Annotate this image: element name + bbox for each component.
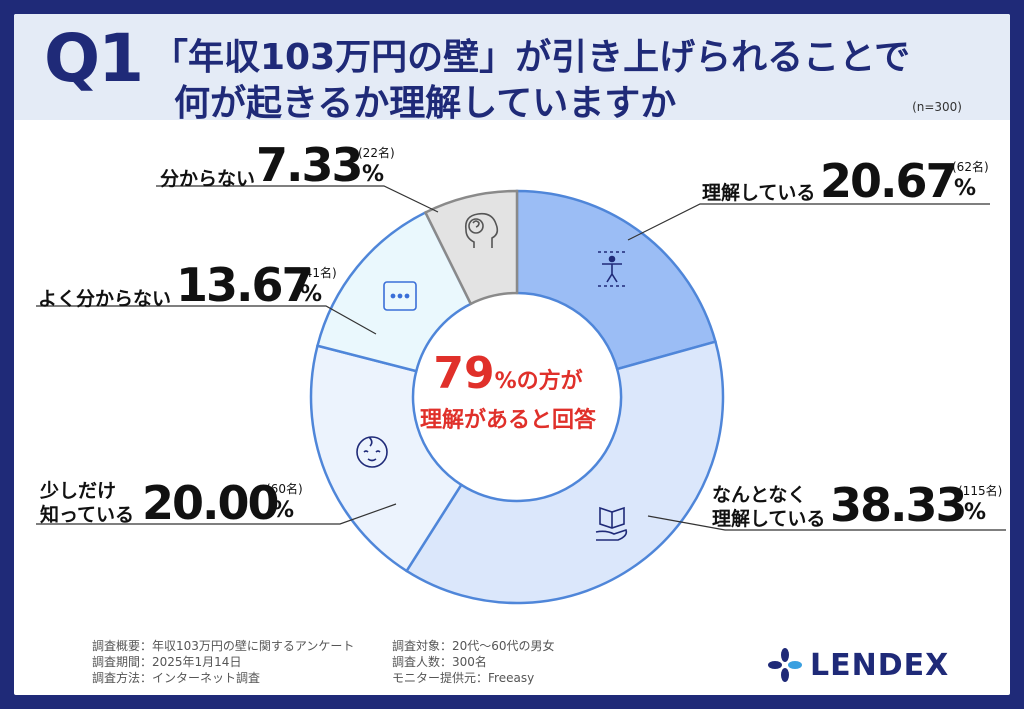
label-percent: % [300, 282, 323, 307]
label-percent: % [272, 498, 295, 523]
survey-overview: 調査概要：年収103万円の壁に関するアンケート [92, 639, 355, 653]
label-count: (41名) [300, 266, 337, 280]
leader-line-understand [627, 203, 990, 241]
leader-line-little [36, 503, 397, 525]
label-name-1: 少しだけ [40, 480, 117, 502]
label-name-2: 理解している [712, 508, 826, 530]
label-value: 7.33 [256, 138, 363, 192]
label-value: 20.67 [820, 154, 958, 208]
label-count: (22名) [358, 146, 395, 160]
center-summary: 79%の方が 理解があると回答 [418, 352, 598, 434]
label-value: 13.67 [176, 258, 314, 312]
title-line-2: 何が起きるか理解していますか [174, 83, 677, 124]
label-count: (115名) [958, 484, 1003, 498]
question-number: Q1 [44, 20, 144, 97]
label-name-2: 知っている [40, 504, 135, 526]
leader-line-somewhat [647, 515, 1006, 531]
open-book-hand-icon [595, 506, 628, 541]
lendex-logo-icon [768, 648, 802, 682]
center-subtitle: 理解があると回答 [419, 408, 596, 433]
label-value: 38.33 [830, 478, 968, 532]
survey-count: 調査人数：300名 [392, 655, 487, 669]
head-question-icon [464, 212, 499, 248]
label-count: (60名) [266, 482, 303, 496]
label-name: よく分からない [38, 288, 172, 310]
survey-period: 調査期間：2025年1月14日 [92, 655, 242, 669]
label-percent: % [362, 162, 385, 187]
logo-text: LENDEX [810, 647, 950, 683]
label-name-1: なんとなく [712, 484, 807, 506]
label-percent: % [964, 500, 987, 525]
leader-line-unknown [156, 185, 439, 213]
accessibility-icon [598, 251, 626, 287]
label-value: 20.00 [142, 476, 280, 530]
header-band: Q1 「年収103万円の壁」が引き上げられることで 何が起きるか理解していますか… [14, 14, 1010, 124]
lendex-logo: LENDEX [766, 646, 949, 684]
chat-dots-icon [383, 281, 417, 311]
label-name: 分からない [160, 168, 256, 190]
footer-survey-info-right: 調査対象：20代〜60代の男女 調査人数：300名 モニター提供元：Freeas… [392, 638, 555, 686]
label-count: (62名) [952, 160, 989, 174]
survey-target: 調査対象：20代〜60代の男女 [392, 639, 555, 653]
survey-provider: モニター提供元：Freeasy [392, 671, 535, 685]
baby-face-icon [356, 436, 388, 468]
center-unit: %の方が [494, 369, 583, 394]
label-percent: % [954, 176, 977, 201]
leader-line-unclear [36, 305, 377, 335]
donut-slice-1 [404, 340, 725, 605]
sample-size: (n=300) [912, 100, 962, 114]
label-name: 理解している [702, 182, 816, 204]
survey-method: 調査方法：インターネット調査 [92, 671, 261, 685]
title-line-1: 「年収103万円の壁」が引き上げられることで [152, 37, 911, 78]
footer-survey-info-left: 調査概要：年収103万円の壁に関するアンケート 調査期間：2025年1月14日 … [92, 638, 354, 686]
center-number: 79 [433, 348, 495, 399]
infographic-card: Q1 「年収103万円の壁」が引き上げられることで 何が起きるか理解していますか… [14, 14, 1010, 695]
